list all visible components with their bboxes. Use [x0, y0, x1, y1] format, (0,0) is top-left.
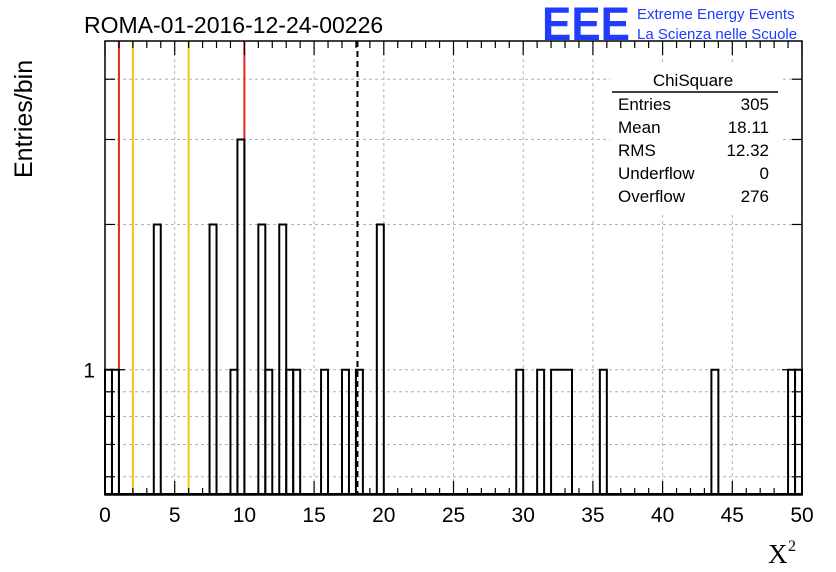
histogram-bar [257, 223, 267, 495]
chart-title: ROMA-01-2016-12-24-00226 [84, 12, 383, 38]
histogram-bar [515, 368, 525, 495]
stats-row-value: 276 [741, 187, 769, 206]
histogram-bar [375, 223, 385, 495]
x-tick-label: 40 [651, 504, 674, 527]
x-tick-label: 10 [233, 504, 256, 527]
histogram-bar [550, 368, 573, 495]
histogram-bar [354, 368, 364, 495]
stats-row-label: Entries [618, 95, 671, 114]
histogram-bar [536, 368, 546, 495]
histogram-bar [208, 223, 218, 495]
stats-row-label: Underflow [618, 164, 695, 183]
histogram-bars [104, 138, 803, 495]
histogram-bar [152, 223, 162, 495]
stats-box: ChiSquare Entries 305 Mean 18.11 RMS 12.32 Und… [610, 62, 780, 212]
stats-box-title: ChiSquare [653, 71, 733, 90]
eee-logo-text: EEE [542, 0, 630, 50]
histogram-bar [320, 368, 330, 495]
stats-row-label: Mean [618, 118, 661, 137]
histogram-bar [278, 223, 288, 495]
histogram-bar [229, 368, 239, 495]
y-axis-label: Entries/bin [10, 60, 38, 178]
x-tick-label: 25 [442, 504, 465, 527]
stats-row-value: 12.32 [726, 141, 769, 160]
x-tick-label: 30 [512, 504, 535, 527]
x-tick-label: 45 [721, 504, 744, 527]
histogram-bar [285, 368, 295, 495]
stats-box-rows: Entries 305 Mean 18.11 RMS 12.32 Underflow 0 Ove… [618, 95, 769, 206]
stats-row-label: RMS [618, 141, 656, 160]
histogram-bar [710, 368, 720, 495]
histogram-bar [236, 138, 246, 495]
eee-logo: EEE Extreme Energy Events La Scienza nel… [542, 0, 797, 50]
eee-logo-line2: La Scienza nelle Scuole [637, 26, 797, 43]
stats-box-background [610, 62, 780, 212]
histogram-bar [340, 368, 350, 495]
x-axis-label: X 2 [768, 538, 796, 569]
x-tick-label: 35 [581, 504, 604, 527]
x-axis-label-superscript: 2 [788, 538, 796, 555]
x-tick-label: 5 [169, 504, 181, 527]
axis-ticks: 0 5 10 15 20 25 30 35 40 45 50 1 [83, 41, 814, 527]
y-tick-label: 1 [83, 360, 95, 383]
x-tick-label: 50 [790, 504, 813, 527]
histogram-bar [264, 368, 274, 495]
x-tick-label: 0 [99, 504, 111, 527]
histogram-bar [292, 368, 302, 495]
x-axis-label-main: X [768, 539, 788, 569]
stats-row-value: 305 [741, 95, 769, 114]
x-tick-label: 15 [302, 504, 325, 527]
stats-row-value: 18.11 [728, 118, 769, 137]
stats-row-value: 0 [760, 164, 769, 183]
x-tick-label: 20 [372, 504, 395, 527]
stats-row-label: Overflow [618, 187, 686, 206]
eee-logo-line1: Extreme Energy Events [637, 6, 795, 23]
histogram-bar [598, 368, 608, 495]
